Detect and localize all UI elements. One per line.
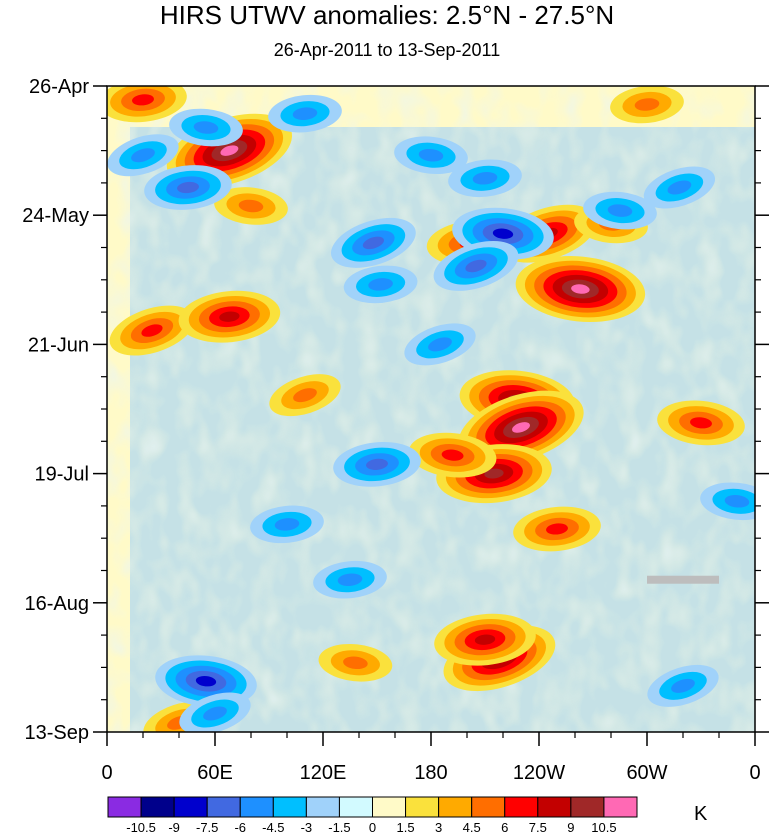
anomaly-blob (109, 305, 195, 356)
anomaly-blob (250, 505, 324, 544)
chart-subtitle: 26-Apr-2011 to 13-Sep-2011 (273, 40, 501, 60)
anomaly-blob (107, 134, 179, 177)
anomaly-blob (144, 165, 232, 210)
anomaly-blob (178, 290, 281, 343)
anomaly-blob (458, 390, 584, 465)
colorbar-label: 7.5 (529, 820, 547, 834)
anomaly-blob (610, 86, 684, 124)
colorbar: -10.5 -9 -7.5 -6 -4.5 -3 -1.5 0 1.5 3 4.5 6 7.5 9 10.5 (107, 796, 638, 834)
anomaly-blob (433, 241, 519, 291)
x-tick-label: 180 (414, 762, 447, 784)
chart-title: HIRS UTWV anomalies: 2.5°N - 27.5°N (159, 0, 615, 30)
anomaly-blob (513, 506, 601, 552)
anomaly-blob (214, 187, 288, 225)
colorbar-swatch (305, 796, 340, 818)
axes: 26-Apr 24-May 21-Jun 19-Jul 16-Aug 13-Sep 0 60E… (22, 76, 769, 784)
y-tick-label: 21-Jun (28, 334, 89, 356)
colorbar-swatch (338, 796, 373, 818)
y-tick-label: 19-Jul (35, 464, 89, 486)
colorbar-label: -7.5 (196, 820, 218, 834)
anomaly-blob (515, 256, 646, 323)
colorbar-label: -3 (301, 820, 313, 834)
missing-data-strip (647, 575, 719, 584)
colorbar-label: 3 (435, 820, 442, 834)
anomaly-blob (643, 166, 716, 209)
anomaly-blob (333, 442, 421, 487)
colorbar-swatch (173, 796, 208, 818)
colorbar-swatch (405, 796, 440, 818)
colorbar-swatch (438, 796, 473, 818)
anomaly-blob (331, 217, 416, 268)
colorbar-label: -9 (168, 820, 180, 834)
colorbar-swatch (570, 796, 605, 818)
anomaly-blob (318, 643, 393, 682)
anomaly-blob (700, 482, 755, 521)
anomaly-blob (268, 94, 342, 133)
anomaly-blob (657, 400, 745, 446)
colorbar-label: 4.5 (463, 820, 481, 834)
anomaly-blob (155, 655, 257, 708)
anomaly-blob (169, 108, 243, 147)
anomaly-blob (647, 664, 719, 707)
colorbar-label: -6 (234, 820, 246, 834)
x-tick-label: 120E (300, 762, 347, 784)
y-tick-label: 24-May (22, 205, 89, 227)
colorbar-swatch (206, 796, 241, 818)
x-tick-label: 60W (626, 762, 667, 784)
anomaly-blob (404, 323, 476, 366)
colorbar-swatch (272, 796, 307, 818)
anomaly-blob (583, 191, 657, 230)
x-tick-label: 60E (197, 762, 233, 784)
colorbar-swatch (504, 796, 539, 818)
x-tick-label: 120W (513, 762, 565, 784)
colorbar-units: K (694, 803, 708, 825)
colorbar-label: 10.5 (591, 820, 616, 834)
y-tick-label: 16-Aug (25, 593, 90, 615)
colorbar-swatch (140, 796, 175, 818)
anomaly-blob (343, 265, 418, 304)
anomaly-blob (179, 692, 251, 732)
x-tick-label: 0 (101, 762, 112, 784)
colorbar-label: 9 (567, 820, 574, 834)
colorbar-label: -4.5 (262, 820, 284, 834)
colorbar-label: -10.5 (126, 820, 156, 834)
colorbar-swatch (239, 796, 274, 818)
anomaly-blob (313, 560, 387, 599)
colorbar-swatch (537, 796, 572, 818)
anomaly-blob (269, 374, 341, 417)
anomaly-blob (394, 136, 468, 175)
colorbar-label: 6 (501, 820, 508, 834)
y-tick-label: 13-Sep (25, 722, 90, 744)
y-tick-label: 26-Apr (29, 76, 89, 98)
colorbar-swatch (372, 796, 407, 818)
colorbar-swatch (603, 796, 638, 818)
anomaly-blob (448, 159, 522, 198)
plot-area (107, 86, 755, 732)
colorbar-swatch (471, 796, 506, 818)
anomaly-blob (434, 613, 536, 666)
anomaly-blob (107, 86, 187, 123)
colorbar-label: 0 (369, 820, 376, 834)
colorbar-swatch (107, 796, 142, 818)
x-tick-label: 0 (749, 762, 760, 784)
colorbar-label: 1.5 (397, 820, 415, 834)
anomaly-blob (408, 432, 497, 478)
colorbar-label: -1.5 (328, 820, 350, 834)
